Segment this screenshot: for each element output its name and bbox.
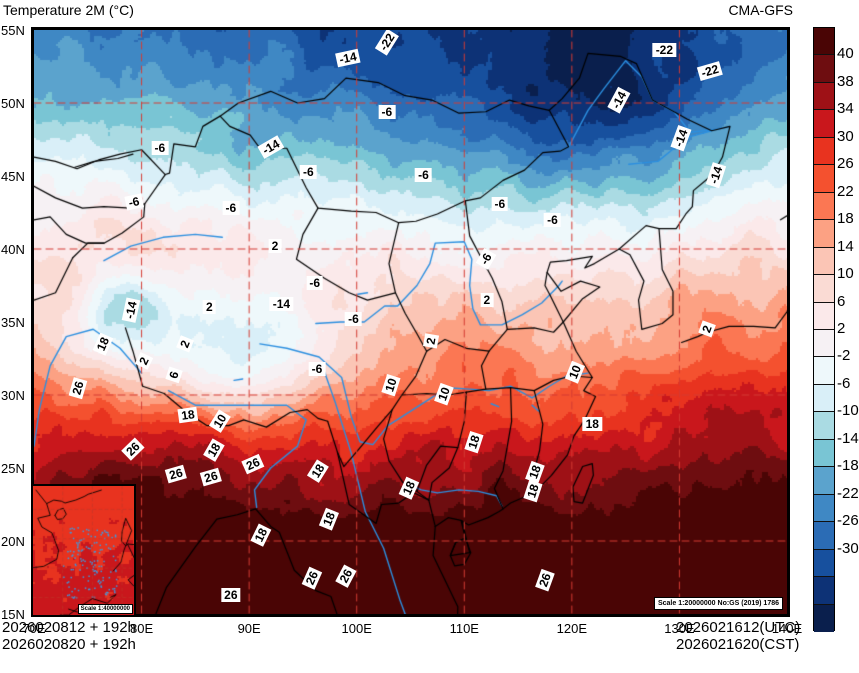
lon-tick-110E: 110E bbox=[449, 621, 479, 636]
footer-valid-cst: 2026021620(CST) bbox=[676, 636, 800, 653]
contour-label: 2 bbox=[202, 300, 216, 315]
colorbar-segment-5 bbox=[814, 165, 834, 193]
lat-tick-45N: 45N bbox=[1, 169, 25, 184]
inset-map-canvas bbox=[33, 486, 134, 615]
contour-label: 26 bbox=[221, 588, 241, 603]
lon-tick-90E: 90E bbox=[237, 621, 261, 636]
lat-tick-55N: 55N bbox=[1, 23, 25, 38]
inset-scale-label: Scale 1:40000000 bbox=[77, 604, 133, 614]
lat-tick-25N: 25N bbox=[1, 461, 25, 476]
colorbar-tick--10: -10 bbox=[837, 402, 859, 420]
colorbar-segment-12 bbox=[814, 357, 834, 385]
colorbar-tick-26: 26 bbox=[837, 155, 854, 173]
model-label: CMA-GFS bbox=[728, 2, 793, 18]
inset-map-south-china-sea[interactable]: Scale 1:40000000 bbox=[31, 484, 136, 617]
colorbar-segment-20 bbox=[814, 577, 834, 605]
lon-tick-130E: 130E bbox=[664, 621, 695, 636]
temperature-field-canvas bbox=[34, 30, 787, 614]
contour-label: -6 bbox=[345, 312, 362, 327]
colorbar-segment-15 bbox=[814, 439, 834, 468]
lat-tick-20N: 20N bbox=[1, 534, 25, 549]
contour-label: 2 bbox=[480, 293, 494, 308]
lon-tick-120E: 120E bbox=[556, 621, 588, 636]
map-scale-label: Scale 1:20000000 No:GS (2019) 1786 bbox=[653, 597, 783, 610]
lat-tick-15N: 15N bbox=[1, 607, 25, 622]
colorbar-tick--22: -22 bbox=[837, 484, 859, 502]
colorbar-segment-7 bbox=[814, 220, 834, 248]
colorbar-tick-18: 18 bbox=[837, 210, 854, 228]
temperature-colorbar[interactable] bbox=[813, 27, 835, 632]
contour-label: -6 bbox=[222, 201, 240, 216]
colorbar-segment-10 bbox=[814, 302, 834, 330]
colorbar-segment-6 bbox=[814, 192, 834, 221]
colorbar-segment-9 bbox=[814, 275, 834, 303]
lat-tick-35N: 35N bbox=[1, 315, 25, 330]
contour-label: -6 bbox=[299, 164, 317, 179]
temperature-map[interactable]: -14 -22 -6 -22 -22 -14 -14 -14 -6 -14 -6 -6 -6 -6 -6 -6… bbox=[31, 27, 790, 617]
page-title: Temperature 2M (°C) bbox=[3, 2, 134, 18]
lon-tick-140E: 140E bbox=[771, 621, 803, 636]
colorbar-tick--2: -2 bbox=[837, 347, 851, 365]
lat-tick-50N: 50N bbox=[1, 96, 25, 111]
footer-valid-utc: 2026021612(UTC) bbox=[676, 619, 801, 636]
footer-valid-times: 2026021612(UTC) 2026021620(CST) bbox=[676, 619, 800, 653]
colorbar-segment-2 bbox=[814, 82, 834, 111]
lat-tick-30N: 30N bbox=[1, 388, 25, 403]
colorbar-tick-6: 6 bbox=[837, 292, 846, 310]
contour-label: -6 bbox=[308, 361, 326, 376]
colorbar-tick-30: 30 bbox=[837, 127, 854, 145]
contour-label: -6 bbox=[544, 212, 561, 227]
contour-label: -14 bbox=[269, 297, 294, 312]
colorbar-tick-22: 22 bbox=[837, 182, 854, 200]
colorbar-tick-34: 34 bbox=[837, 100, 854, 118]
colorbar-tick-labels: 40 38 34 30 26 22 18 14 10 6 2 -2 -6 -10 -14 -18 -22 -26 -… bbox=[837, 27, 859, 631]
colorbar-segment-3 bbox=[814, 110, 834, 138]
colorbar-tick-2: 2 bbox=[837, 320, 846, 337]
colorbar-tick-10: 10 bbox=[837, 265, 854, 283]
contour-label: 2 bbox=[422, 333, 439, 349]
lat-tick-40N: 40N bbox=[1, 242, 25, 257]
colorbar-segment-11 bbox=[814, 329, 834, 358]
contour-label: -6 bbox=[491, 196, 509, 211]
footer-initial-times: 2026020812 + 192h 2026020820 + 192h bbox=[2, 619, 136, 653]
colorbar-tick--30: -30 bbox=[837, 539, 859, 557]
contour-label: -6 bbox=[306, 275, 324, 290]
colorbar-tick-38: 38 bbox=[837, 72, 854, 90]
colorbar-segment-0 bbox=[814, 28, 834, 56]
colorbar-segment-8 bbox=[814, 247, 834, 276]
colorbar-tick--26: -26 bbox=[837, 512, 859, 530]
lon-tick-70E: 70E bbox=[22, 621, 46, 636]
colorbar-segment-16 bbox=[814, 467, 834, 495]
colorbar-tick--6: -6 bbox=[837, 374, 851, 392]
lon-tick-100E: 100E bbox=[341, 621, 372, 636]
colorbar-segment-19 bbox=[814, 549, 834, 578]
colorbar-segment-4 bbox=[814, 137, 834, 166]
contour-label: 2 bbox=[268, 239, 282, 254]
colorbar-segment-17 bbox=[814, 494, 834, 523]
colorbar-segment-21 bbox=[814, 604, 834, 632]
colorbar-segment-18 bbox=[814, 522, 834, 550]
colorbar-segment-1 bbox=[814, 55, 834, 83]
footer-init-cst: 2026020820 + 192h bbox=[2, 636, 136, 653]
colorbar-tick--18: -18 bbox=[837, 457, 859, 475]
colorbar-tick-40: 40 bbox=[837, 45, 854, 63]
lon-tick-80E: 80E bbox=[129, 621, 154, 636]
contour-label: 18 bbox=[582, 417, 602, 432]
colorbar-segment-13 bbox=[814, 384, 834, 413]
colorbar-segment-14 bbox=[814, 412, 834, 440]
contour-label: -6 bbox=[151, 141, 169, 156]
contour-label: -22 bbox=[652, 43, 677, 58]
footer-init-utc: 2026020812 + 192h bbox=[2, 619, 136, 636]
colorbar-tick--14: -14 bbox=[837, 429, 859, 447]
colorbar-tick-14: 14 bbox=[837, 237, 854, 255]
contour-label: -6 bbox=[415, 167, 432, 182]
contour-label: -6 bbox=[378, 104, 396, 119]
